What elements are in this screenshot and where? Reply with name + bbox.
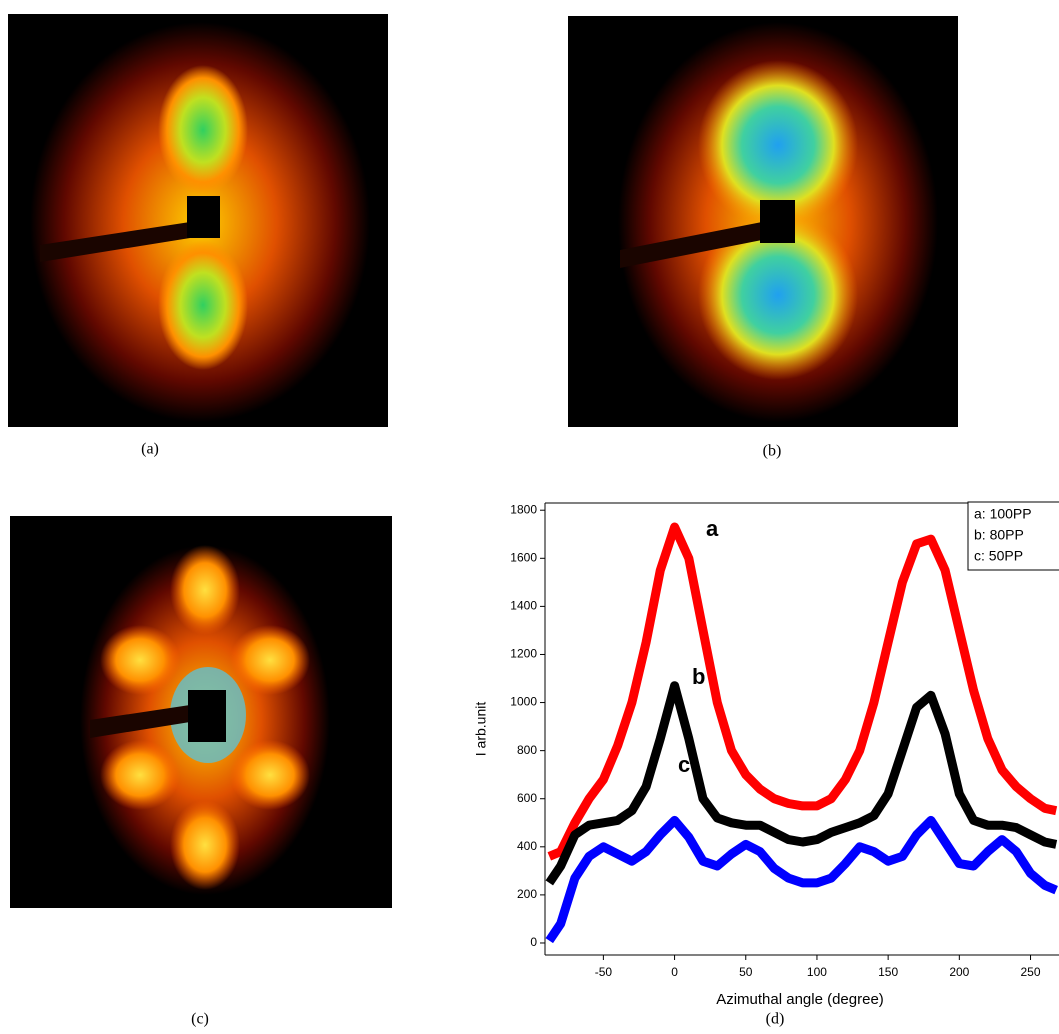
x-tick-label: 150 — [878, 965, 898, 979]
legend-entry: c: 50PP — [974, 548, 1023, 564]
y-tick-label: 400 — [517, 839, 537, 853]
image-a — [8, 14, 388, 427]
y-tick-label: 1200 — [510, 647, 537, 661]
y-tick-label: 1600 — [510, 550, 537, 564]
y-tick-label: 1400 — [510, 599, 537, 613]
panel-label: (d) — [766, 1011, 785, 1028]
y-tick-label: 200 — [517, 887, 537, 901]
y-tick-label: 0 — [530, 935, 537, 949]
annotation: c — [678, 752, 690, 777]
image-b — [568, 16, 958, 427]
legend-box — [967, 501, 1059, 571]
y-tick-label: 800 — [517, 743, 537, 757]
panel-label: (c) — [191, 1011, 209, 1028]
plot: 0 200 400 600 800 1000 1200 1400 1600 1800 -50 0 50 1… — [510, 501, 1059, 979]
y-tick-label: 600 — [517, 791, 537, 805]
line-series — [545, 681, 1058, 886]
image-c — [10, 516, 392, 908]
y-axis-label: I arb.unit — [473, 702, 489, 757]
panel-label: (b) — [763, 443, 782, 460]
series-group — [545, 522, 1058, 944]
y-tick-label: 1800 — [510, 502, 537, 516]
legend-entry: a: 100PP — [974, 506, 1032, 522]
y-tick-label: 1000 — [510, 695, 537, 709]
x-tick-label: 50 — [739, 965, 753, 979]
annotation: b — [692, 664, 705, 689]
line-series — [547, 522, 1058, 861]
legend-entry: b: 80PP — [974, 527, 1024, 543]
x-tick-label: 0 — [671, 965, 678, 979]
line-series — [545, 815, 1058, 944]
x-tick-label: 250 — [1021, 965, 1041, 979]
x-tick-label: -50 — [595, 965, 613, 979]
x-axis-label: Azimuthal angle (degree) — [716, 991, 884, 1008]
x-tick-label: 100 — [807, 965, 827, 979]
panel-label: (a) — [141, 441, 159, 458]
annotation: a — [706, 516, 719, 541]
x-tick-label: 200 — [949, 965, 969, 979]
